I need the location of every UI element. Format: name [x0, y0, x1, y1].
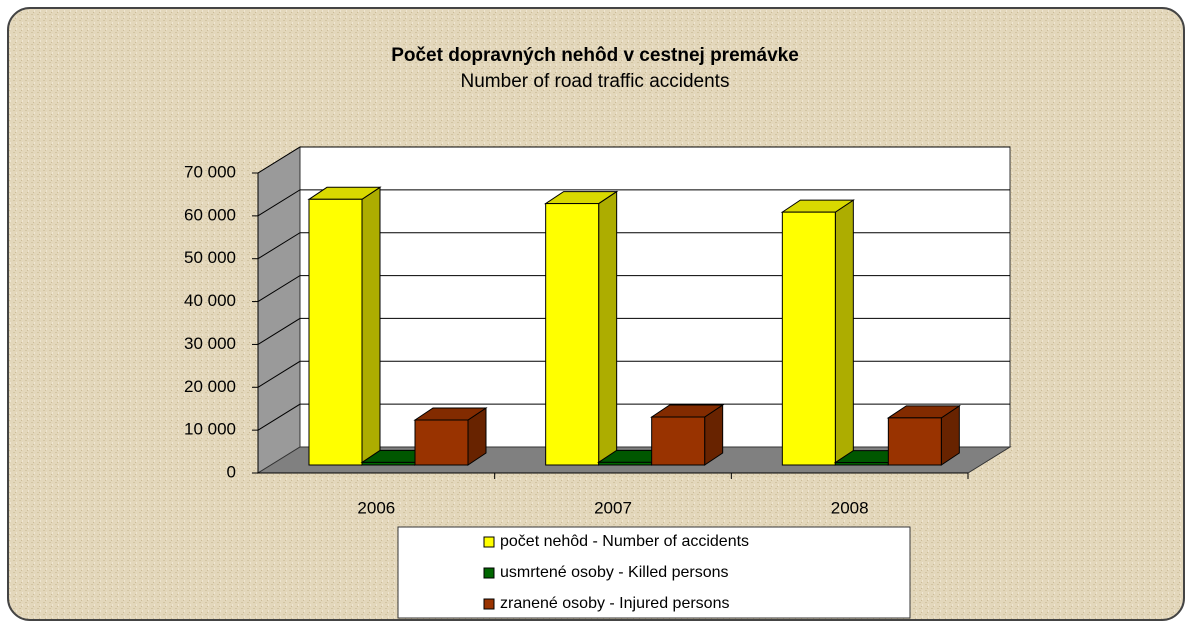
bar-side — [834, 199, 854, 466]
grid-line — [257, 317, 1010, 345]
bar — [308, 198, 363, 466]
bar — [887, 417, 942, 466]
bar — [598, 461, 653, 466]
grid-line — [257, 403, 1010, 431]
bar — [651, 416, 706, 466]
y-tick-label: 10 000 — [184, 420, 236, 439]
chart-subtitle: Number of road traffic accidents — [461, 71, 730, 92]
bar-side — [598, 190, 618, 466]
legend-label: usmrtené osoby - Killed persons — [500, 564, 729, 581]
x-tick-label: 2007 — [594, 498, 632, 517]
legend-swatch — [483, 598, 495, 610]
y-tick-label: 60 000 — [184, 205, 236, 224]
y-tick-label: 20 000 — [184, 377, 236, 396]
bar — [781, 211, 836, 466]
bar-side — [361, 186, 381, 466]
y-tick-label: 40 000 — [184, 291, 236, 310]
bar — [414, 419, 469, 466]
legend-swatch — [483, 536, 495, 548]
y-tick-label: 70 000 — [184, 162, 236, 181]
legend — [397, 526, 911, 619]
y-tick-label: 50 000 — [184, 248, 236, 267]
x-tick-label: 2008 — [831, 498, 869, 517]
grid-line — [257, 146, 1010, 174]
chart-title: Počet dopravných nehôd v cestnej premávk… — [391, 45, 799, 66]
y-tick-label: 30 000 — [184, 334, 236, 353]
grid-line — [257, 275, 1010, 302]
grid-line — [257, 360, 1010, 388]
legend-label: zranené osoby - Injured persons — [500, 595, 729, 612]
bar — [545, 203, 600, 466]
side-wall — [257, 146, 301, 474]
legend-label: počet nehôd - Number of accidents — [500, 533, 749, 550]
bar — [834, 462, 889, 466]
x-tick-label: 2006 — [357, 498, 395, 517]
grid-line — [257, 232, 1010, 260]
legend-swatch — [483, 567, 495, 579]
y-tick-label: 0 — [227, 462, 236, 481]
bar — [361, 461, 416, 466]
grid-line — [257, 189, 1010, 217]
back-wall — [299, 146, 1011, 448]
